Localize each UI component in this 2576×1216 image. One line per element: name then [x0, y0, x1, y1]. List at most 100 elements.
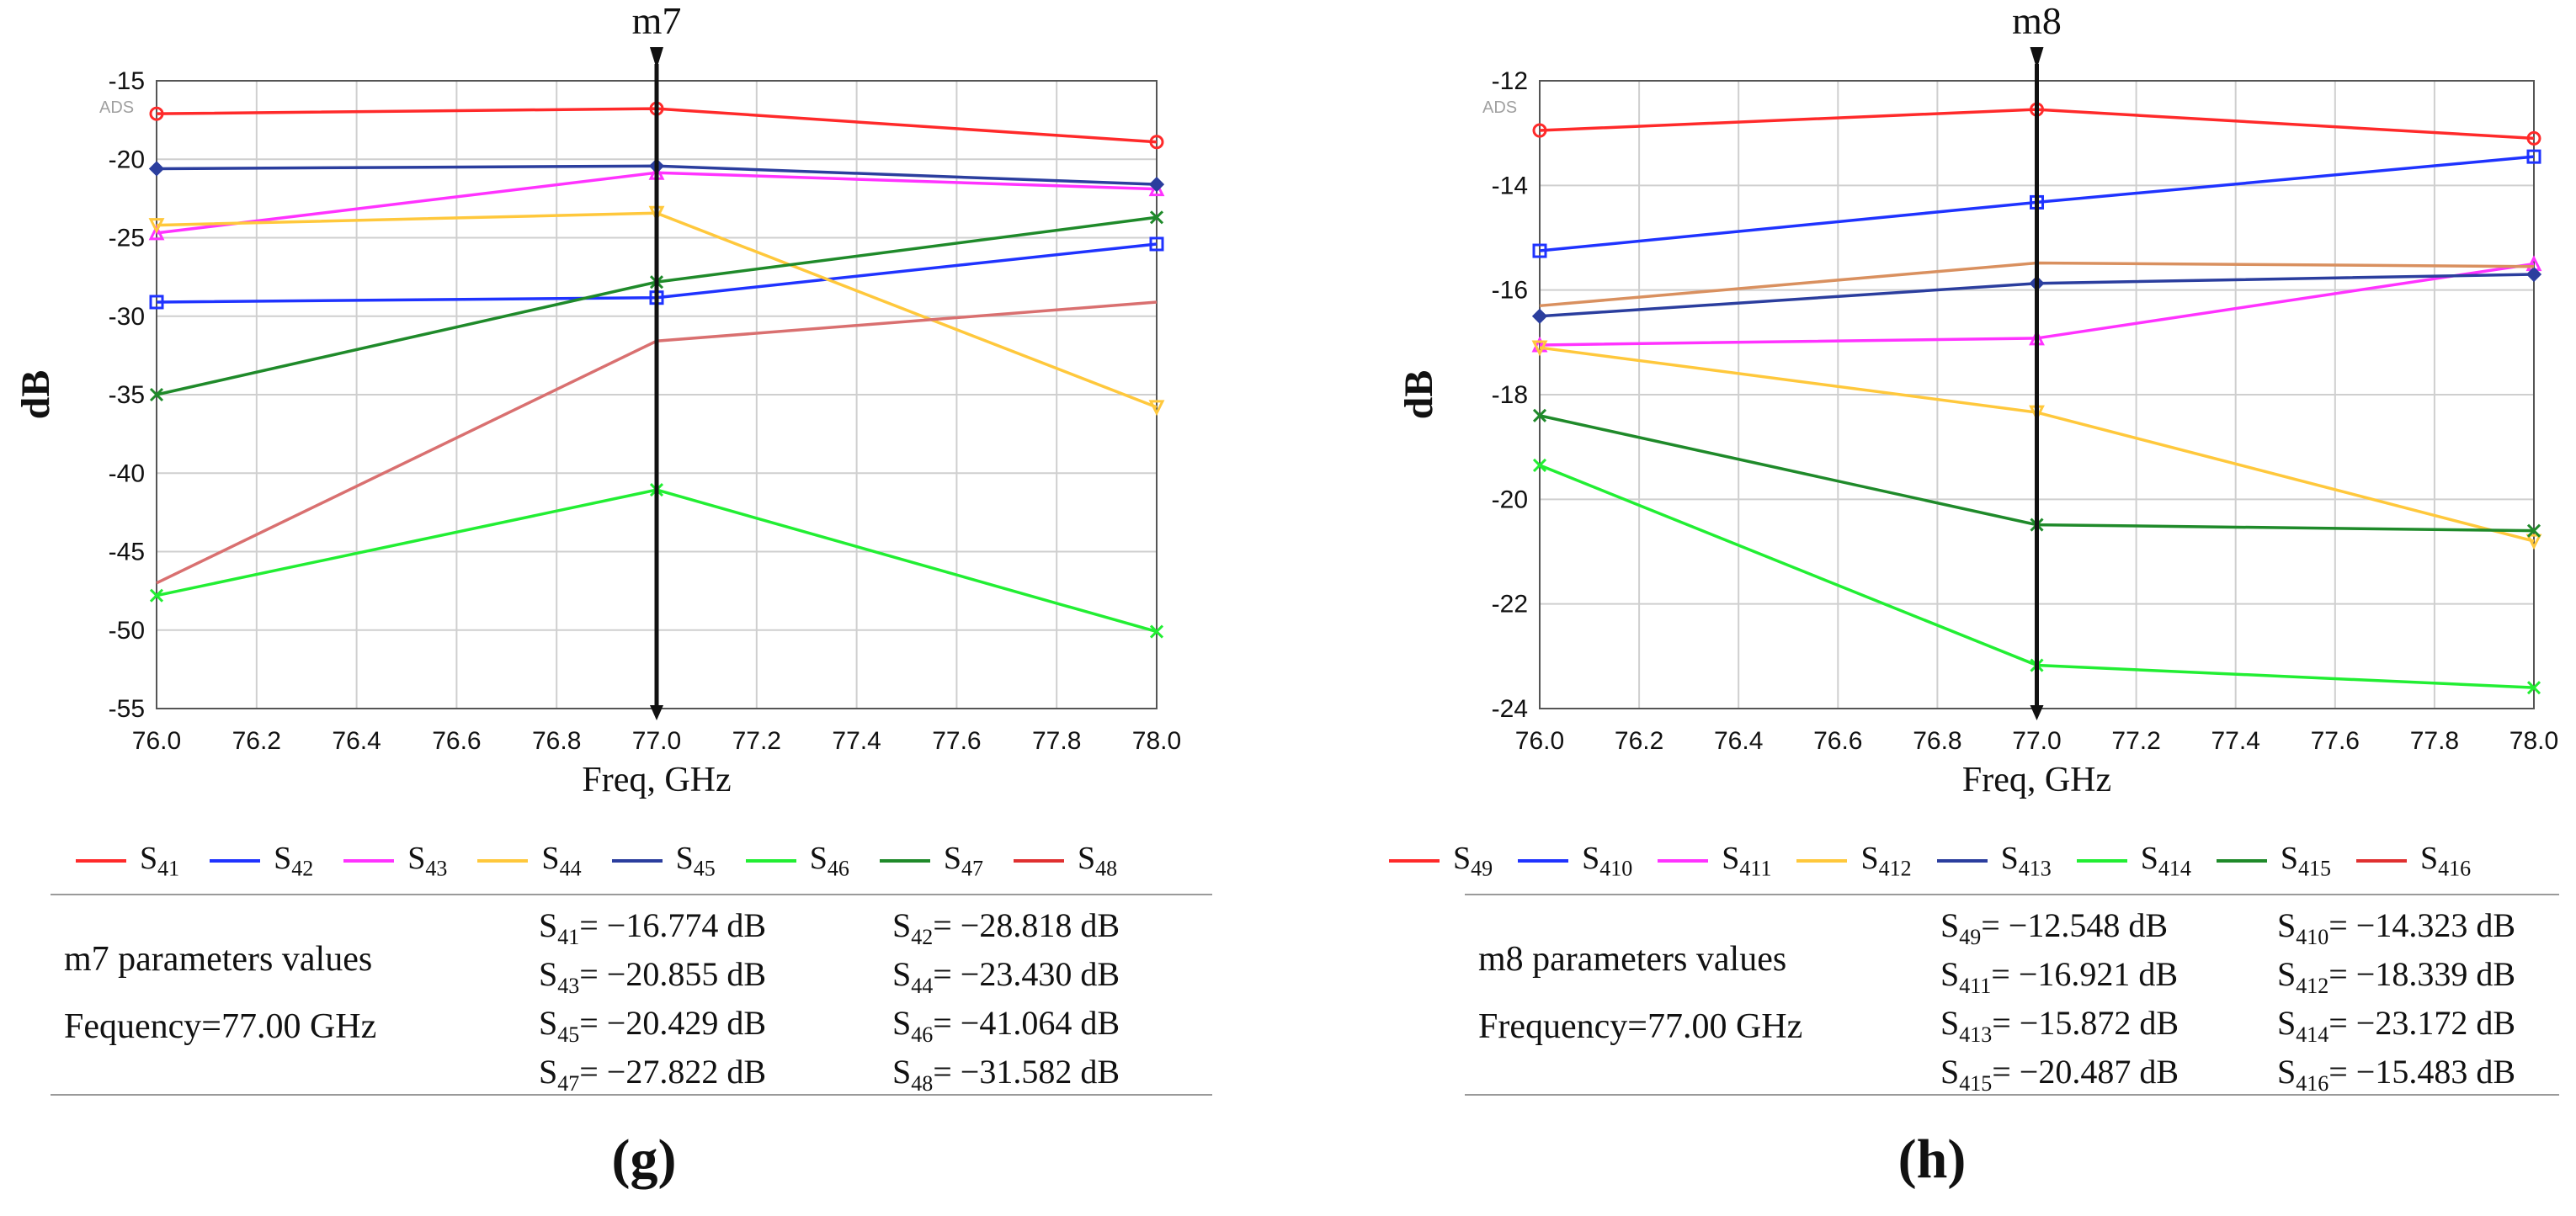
marker-square	[149, 295, 164, 310]
legend-swatch	[879, 859, 930, 863]
parameter-value: S43= −20.855 dB	[539, 955, 767, 998]
parameters-frequency: Frequency=77.00 GHz	[1478, 1007, 1803, 1046]
panel-label: (g)	[611, 1128, 677, 1190]
x-tick-label: 77.8	[1032, 727, 1081, 755]
x-tick-label: 77.6	[2311, 727, 2360, 755]
x-tick-label: 76.4	[332, 727, 381, 755]
x-tick-label: 78.0	[2509, 727, 2558, 755]
parameters-title: m7 parameters values	[64, 940, 373, 979]
marker-parameters-h: m8 parameters values Frequency=77.00 GHz…	[1465, 894, 2559, 1096]
marker-x	[1149, 624, 1164, 639]
legend-swatch	[210, 859, 261, 863]
x-tick-label: 76.2	[1615, 727, 1663, 755]
legend-g: S41 S42 S43 S44 S45 S46 S47 S48	[76, 837, 1221, 884]
marker-arrow-bottom	[2030, 705, 2044, 720]
marker-x	[2526, 523, 2541, 538]
legend-swatch	[745, 859, 796, 863]
legend-label: S413	[2000, 841, 2052, 881]
y-tick-label: -30	[109, 303, 145, 331]
marker-square	[2526, 149, 2541, 164]
legend-label: S41	[140, 841, 180, 881]
parameter-value: S48= −31.582 dB	[892, 1053, 1120, 1096]
chart-panel-h: ADS 76.0 76.2 76.4 76.6 76.8 77.0 77.2 77.4 77.6 7…	[1288, 0, 2576, 1216]
parameters-title: m8 parameters values	[1478, 940, 1787, 979]
legend-item: S413	[1936, 840, 2052, 882]
legend-item: S44	[477, 840, 582, 882]
marker-triangle-down	[1531, 340, 1548, 357]
parameters-frequency: Fequency=77.00 GHz	[64, 1007, 377, 1046]
divider	[51, 894, 1212, 895]
parameter-value: S410= −14.323 dB	[2277, 906, 2516, 949]
x-tick-label: 77.4	[832, 727, 881, 755]
legend-h: S49 S410 S411 S412 S413 S414 S415 S416	[1389, 837, 2517, 884]
legend-item: S410	[1518, 840, 1632, 882]
marker-triangle-down	[148, 218, 165, 234]
legend-item: S414	[2076, 840, 2191, 882]
marker-triangle-down	[1148, 400, 1165, 417]
legend-label: S42	[274, 841, 314, 881]
marker-square	[1149, 236, 1164, 252]
y-tick-label: -40	[109, 459, 145, 487]
x-tick-label: 76.4	[1714, 727, 1763, 755]
y-tick-label: -12	[1492, 67, 1528, 95]
x-tick-label: 78.0	[1132, 727, 1181, 755]
parameter-value: S415= −20.487 dB	[1940, 1053, 2179, 1096]
marker-circle	[1532, 123, 1547, 138]
x-tick-label: 77.4	[2211, 727, 2260, 755]
y-tick-label: -45	[109, 539, 145, 566]
legend-label: S45	[675, 841, 716, 881]
legend-item: S48	[1013, 840, 1118, 882]
legend-label: S412	[1860, 841, 1912, 881]
marker-circle	[149, 106, 164, 121]
parameter-value: S47= −27.822 dB	[539, 1053, 767, 1096]
marker-diamond	[1531, 308, 1548, 324]
parameter-value: S413= −15.872 dB	[1940, 1004, 2179, 1047]
legend-label: S415	[2280, 841, 2332, 881]
legend-swatch	[1518, 859, 1569, 863]
marker-diamond	[1148, 176, 1165, 193]
legend-label: S47	[943, 841, 983, 881]
legend-swatch	[2356, 859, 2408, 863]
divider	[1465, 894, 2559, 895]
marker-circle	[1149, 135, 1164, 150]
parameter-value: S44= −23.430 dB	[892, 955, 1120, 998]
x-axis-label: Freq, GHz	[582, 761, 731, 799]
marker-arrow-bottom	[650, 705, 663, 720]
marker-circle	[2526, 130, 2541, 146]
legend-label: S44	[541, 841, 582, 881]
x-tick-label: 76.8	[532, 727, 581, 755]
legend-swatch	[611, 859, 663, 863]
y-tick-label: -20	[1492, 486, 1528, 513]
legend-swatch	[1013, 859, 1064, 863]
marker-arrow-top	[650, 47, 663, 69]
legend-label: S49	[1453, 841, 1493, 881]
legend-swatch	[1389, 859, 1440, 863]
marker-x	[1532, 408, 1547, 422]
watermark: ADS	[99, 98, 134, 117]
parameter-value: S45= −20.429 dB	[539, 1004, 767, 1047]
chart-panel-g: ADS 76.0 76.2 76.4 76.6 76.8 77.0 77.2 77.4 77.6 7…	[13, 0, 1246, 1190]
marker-diamond	[2525, 266, 2542, 283]
legend-swatch	[1936, 859, 1988, 863]
x-tick-label: 76.8	[1913, 727, 1961, 755]
parameter-value: S411= −16.921 dB	[1940, 955, 2179, 998]
marker-triangle	[148, 224, 165, 241]
legend-item: S46	[745, 840, 849, 882]
x-tick-label: 77.8	[2410, 727, 2459, 755]
x-tick-label: 77.6	[932, 727, 981, 755]
parameters-values: S41= −16.774 dB S42= −28.818 dB S43= −20.8…	[539, 902, 1246, 1096]
marker-x	[2526, 681, 2541, 695]
marker-x	[1532, 458, 1547, 472]
y-tick-label: -18	[1492, 381, 1528, 409]
parameter-value: S412= −18.339 dB	[2277, 955, 2516, 998]
legend-label: S46	[809, 841, 849, 881]
legend-swatch	[1796, 859, 1848, 863]
y-tick-label: -20	[109, 146, 145, 173]
legend-item: S411	[1658, 840, 1771, 882]
legend-label: S48	[1077, 841, 1118, 881]
legend-label: S43	[407, 841, 448, 881]
y-axis-label: dB	[1397, 370, 1441, 420]
legend-item: S43	[343, 840, 447, 882]
legend-swatch	[1658, 859, 1709, 863]
